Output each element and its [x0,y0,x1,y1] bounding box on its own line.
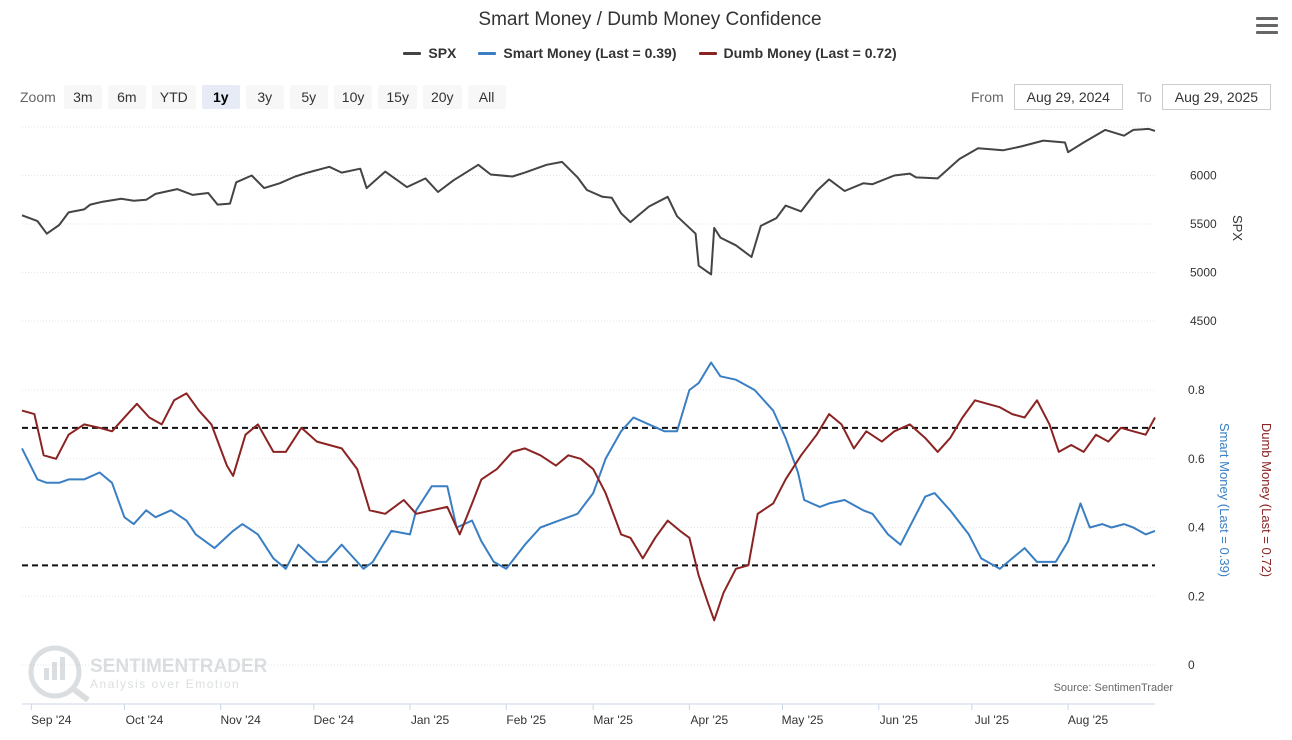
zoom-button-6m[interactable]: 6m [107,85,146,109]
y-tick-spx: 5000 [1190,266,1217,280]
dumb-money-axis-title: Dumb Money (Last = 0.72) [1259,423,1274,577]
from-label: From [971,89,1004,105]
to-date-input[interactable]: Aug 29, 2025 [1161,84,1272,110]
x-tick-label: Dec '24 [314,713,355,727]
y-tick-confidence: 0.4 [1188,521,1205,535]
from-date-input[interactable]: Aug 29, 2024 [1013,84,1123,110]
chart-menu-icon[interactable] [1256,17,1278,37]
zoom-button-1y[interactable]: 1y [201,85,240,109]
date-range: From Aug 29, 2024 To Aug 29, 2025 [971,84,1272,110]
zoom-controls: Zoom 3m 6m YTD 1y 3y 5y 10y 15y 20y All [20,85,506,109]
legend-item-dumb-money[interactable]: Dumb Money (Last = 0.72) [698,45,897,61]
x-tick-labels: Sep '24 Oct '24 Nov '24 Dec '24 Jan '25 Feb '… [22,703,1155,727]
x-tick-label: Oct '24 [126,713,164,727]
y-tick-spx: 5500 [1190,217,1217,231]
y-tick-confidence: 0 [1188,658,1195,672]
watermark-brand: SENTIMENTRADER [90,656,268,677]
reference-lines [22,426,1155,567]
x-tick-label: Jul '25 [975,713,1010,727]
chart-title: Smart Money / Dumb Money Confidence [478,9,822,30]
y-tick-confidence: 0.6 [1188,452,1205,466]
zoom-button-20y[interactable]: 20y [422,85,462,109]
spx-axis-title: SPX [1230,215,1245,241]
watermark-logo: SENTIMENTRADER Analysis over Emotion [28,645,268,703]
grid-lines [22,126,1155,666]
x-tick-label: Jan '25 [411,713,450,727]
watermark-circle-icon [28,645,82,699]
series-line-spx [21,127,1156,276]
x-tick-label: Feb '25 [506,713,546,727]
zoom-button-5y[interactable]: 5y [289,85,328,109]
legend-item-smart-money[interactable]: Smart Money (Last = 0.39) [478,45,677,61]
series-line-dumb-money [21,392,1156,622]
x-tick-label: Jun '25 [880,713,919,727]
zoom-button-15y[interactable]: 15y [378,85,417,109]
series-line-smart-money [21,361,1156,570]
zoom-label: Zoom [20,89,56,105]
y-tick-confidence: 0.2 [1188,589,1205,603]
source-label: Source: SentimenTrader [1054,682,1174,694]
series-lines [21,127,1156,622]
y-tick-labels: 4500 5000 5500 6000 0 0.2 0.4 0.6 0.8 [1188,169,1217,673]
zoom-button-ytd[interactable]: YTD [151,85,196,109]
y-tick-spx: 6000 [1190,169,1217,183]
zoom-button-all[interactable]: All [467,85,506,109]
legend-label-smart-money: Smart Money (Last = 0.39) [503,45,677,61]
zoom-button-3y[interactable]: 3y [245,85,284,109]
legend-swatch-spx [403,51,422,55]
y-tick-confidence: 0.8 [1188,383,1205,397]
legend-label-dumb-money: Dumb Money (Last = 0.72) [723,45,897,61]
to-label: To [1136,89,1152,105]
smart-money-axis-title: Smart Money (Last = 0.39) [1217,423,1232,577]
x-tick-label: Sep '24 [31,713,72,727]
zoom-button-10y[interactable]: 10y [333,85,373,109]
x-tick-label: Mar '25 [593,713,633,727]
legend-item-spx[interactable]: SPX [403,45,456,61]
watermark-tagline: Analysis over Emotion [90,677,240,691]
zoom-button-3m[interactable]: 3m [63,85,102,109]
x-tick-label: Apr '25 [691,713,729,727]
x-tick-label: May '25 [782,713,824,727]
x-tick-label: Aug '25 [1068,713,1109,727]
y-tick-spx: 4500 [1190,314,1217,328]
legend-swatch-dumb-money [698,51,717,55]
x-tick-label: Nov '24 [221,713,262,727]
chart-legend: SPX Smart Money (Last = 0.39) Dumb Money… [0,45,1292,61]
legend-label-spx: SPX [428,45,457,61]
legend-swatch-smart-money [478,51,497,55]
